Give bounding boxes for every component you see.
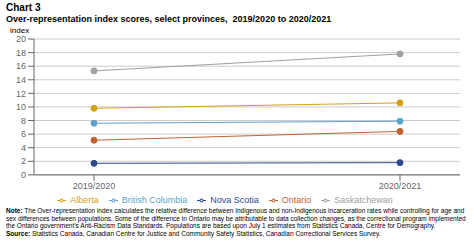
html-text:Note: The Over-representation: Note: The Over-representation index calc… xyxy=(6,207,466,230)
svg-text:4: 4 xyxy=(21,143,26,153)
svg-text:10: 10 xyxy=(16,102,26,112)
html-text:Nova Scotia: Nova Scotia xyxy=(210,194,259,205)
html-text:Ontario: Ontario xyxy=(281,194,312,205)
html-text:index: index xyxy=(10,26,30,35)
html-text:Over-representation index scor: Over-representation index scores, select… xyxy=(6,14,332,24)
html-text:Alberta: Alberta xyxy=(70,194,99,205)
svg-text:6: 6 xyxy=(21,129,26,139)
svg-text:20: 20 xyxy=(16,34,26,44)
svg-text:8: 8 xyxy=(21,116,26,126)
html-text:Source: Statistics Canada, Can: Source: Statistics Canada, Canadian Cent… xyxy=(6,229,381,237)
html-text:Saskatchewan: Saskatchewan xyxy=(334,194,393,205)
html-text:British Columbia: British Columbia xyxy=(121,194,188,205)
svg-text:0: 0 xyxy=(21,170,26,180)
svg-text:2020/2021: 2020/2021 xyxy=(379,181,422,191)
html-text:Chart 3: Chart 3 xyxy=(6,2,41,13)
svg-text:16: 16 xyxy=(16,61,26,71)
svg-text:18: 18 xyxy=(16,48,26,58)
svg-text:2: 2 xyxy=(21,156,26,166)
svg-text:2019/2020: 2019/2020 xyxy=(73,181,116,191)
svg-text:12: 12 xyxy=(16,89,26,99)
svg-text:14: 14 xyxy=(16,75,26,85)
